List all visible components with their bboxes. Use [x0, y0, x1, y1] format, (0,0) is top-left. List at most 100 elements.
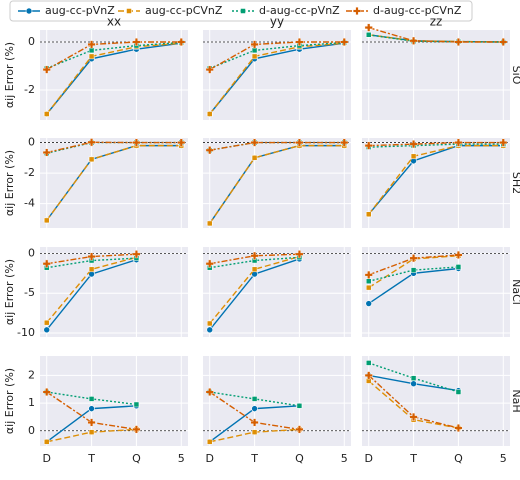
marker — [132, 38, 141, 46]
legend-marker — [353, 6, 361, 16]
x-tick-label: D — [205, 452, 213, 465]
x-tick-label: T — [87, 452, 95, 465]
marker — [251, 53, 258, 60]
marker — [251, 266, 258, 273]
marker — [250, 251, 259, 260]
marker — [43, 326, 51, 334]
marker — [42, 259, 51, 268]
series-line — [368, 144, 504, 215]
facet-title: zz — [430, 15, 443, 29]
marker — [43, 319, 50, 326]
marker — [205, 65, 214, 74]
plot-area — [362, 247, 510, 337]
legend-label: aug-cc-pVnZ — [45, 4, 115, 17]
marker — [455, 264, 462, 270]
plot-area — [40, 356, 188, 446]
legend-label: d-aug-cc-pCVnZ — [373, 4, 462, 17]
marker — [364, 23, 373, 32]
marker — [364, 371, 373, 380]
plot-area — [203, 138, 351, 228]
facet-title: xx — [107, 15, 121, 29]
x-tick-label: Q — [454, 452, 463, 465]
marker — [88, 266, 95, 273]
marker — [87, 418, 96, 427]
x-tick-label: T — [409, 452, 417, 465]
marker — [43, 217, 50, 224]
series-line — [46, 256, 137, 324]
y-tick-label: 0 — [28, 35, 35, 48]
marker — [205, 259, 214, 268]
row-label: NaH — [510, 389, 520, 412]
marker — [206, 320, 213, 327]
series-line — [46, 391, 137, 431]
y-tick-label: 2 — [28, 368, 35, 381]
x-tick-label: 5 — [341, 452, 348, 465]
marker — [409, 140, 418, 149]
marker — [251, 155, 258, 161]
y-tick-label: 0 — [28, 246, 35, 259]
series-line — [209, 41, 345, 70]
plot-area — [203, 247, 351, 337]
marker — [295, 425, 304, 434]
legend-marker — [126, 8, 132, 14]
plot-area — [40, 138, 188, 228]
marker — [409, 412, 418, 421]
marker — [365, 32, 372, 38]
y-tick-label: -5 — [24, 286, 35, 299]
y-axis-label: αij Error (%) — [3, 42, 16, 108]
marker — [205, 388, 214, 396]
row-label: SiO — [510, 66, 520, 85]
marker — [365, 360, 372, 366]
series-line — [368, 255, 459, 289]
marker — [132, 250, 141, 259]
plot-area — [40, 247, 188, 337]
y-axis-label: αij Error (%) — [3, 259, 16, 325]
series-line — [46, 41, 182, 70]
facet-title: yy — [270, 15, 284, 29]
row-label: SH2 — [510, 172, 520, 194]
y-axis-label: αij Error (%) — [3, 150, 16, 216]
marker — [42, 65, 51, 74]
marker — [251, 396, 258, 402]
marker — [87, 40, 96, 49]
marker — [455, 389, 462, 395]
y-axis-label: αij Error (%) — [3, 368, 16, 434]
marker — [88, 396, 95, 402]
marker — [87, 138, 96, 147]
marker — [364, 141, 373, 150]
series-line — [209, 391, 300, 431]
plot-area — [362, 356, 510, 446]
series-line — [209, 144, 345, 224]
marker — [365, 211, 372, 218]
y-tick-label: -10 — [17, 326, 35, 339]
marker — [410, 153, 417, 160]
series-line — [46, 41, 182, 71]
marker — [365, 284, 372, 291]
x-tick-label: 5 — [500, 452, 507, 465]
legend-marker — [25, 7, 33, 15]
marker — [43, 111, 50, 117]
marker — [88, 47, 95, 54]
x-tick-label: D — [364, 452, 372, 465]
marker — [42, 388, 51, 396]
y-tick-label: 1 — [28, 396, 35, 409]
series-line — [368, 141, 504, 147]
marker — [340, 38, 349, 46]
marker — [454, 250, 463, 259]
marker — [42, 148, 51, 157]
series-line — [209, 41, 345, 71]
marker — [251, 405, 258, 412]
series-line — [209, 141, 345, 151]
series-line — [209, 255, 300, 324]
marker — [365, 300, 373, 307]
marker — [499, 138, 508, 147]
marker — [206, 326, 214, 334]
marker — [454, 424, 463, 432]
series-line — [46, 42, 182, 115]
series-line — [368, 144, 504, 215]
marker — [132, 138, 141, 147]
x-tick-label: Q — [295, 452, 304, 465]
marker — [177, 138, 186, 147]
series-line — [46, 144, 182, 221]
